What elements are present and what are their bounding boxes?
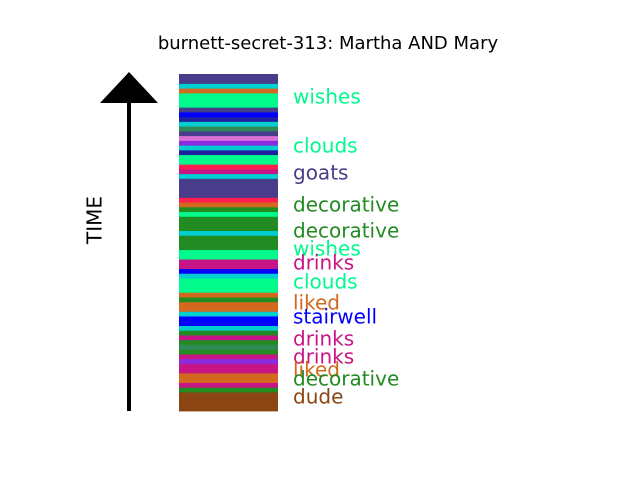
timeline-label-5: wishes <box>293 237 361 261</box>
strip-segment-39 <box>179 221 278 227</box>
strip-segment-46 <box>179 187 278 194</box>
strip-segment-42 <box>179 206 278 213</box>
strip-segment-26 <box>179 282 278 288</box>
timeline-label-11: drinks <box>293 345 354 369</box>
strip-segment-3 <box>179 392 278 398</box>
strip-segment-21 <box>179 306 278 312</box>
strip-segment-4 <box>179 387 278 393</box>
strip-segment-57 <box>179 135 278 141</box>
strip-segment-65 <box>179 97 278 103</box>
strip-segment-51 <box>179 164 278 170</box>
timeline-labels: wishescloudsgoatsdecorativedecorativewis… <box>293 85 399 409</box>
strip-segment-49 <box>179 173 278 179</box>
strip-segment-5 <box>179 382 278 388</box>
strip-segment-50 <box>179 168 278 175</box>
timeline-label-12: liked <box>293 358 340 382</box>
strip-segment-30 <box>179 263 278 270</box>
timeline-strip <box>179 74 278 412</box>
strip-segment-48 <box>179 178 278 184</box>
strip-segment-63 <box>179 107 278 113</box>
strip-segment-64 <box>179 102 278 108</box>
strip-segment-19 <box>179 316 278 322</box>
strip-segment-37 <box>179 230 278 236</box>
strip-segment-34 <box>179 244 278 251</box>
strip-segment-69 <box>179 78 278 84</box>
timeline-label-4: decorative <box>293 219 399 243</box>
strip-segment-55 <box>179 145 278 151</box>
strip-segment-61 <box>179 116 278 122</box>
strip-segment-31 <box>179 259 278 265</box>
strip-segment-9 <box>179 363 278 369</box>
timeline-label-1: clouds <box>293 134 358 158</box>
chart-title: burnett-secret-313: Martha AND Mary <box>158 33 499 54</box>
strip-segment-32 <box>179 254 278 260</box>
strip-segment-58 <box>179 130 278 137</box>
strip-segment-67 <box>179 88 278 94</box>
strip-segment-18 <box>179 320 278 326</box>
strip-segment-1 <box>179 401 278 407</box>
timeline-label-9: stairwell <box>293 305 377 329</box>
strip-segment-41 <box>179 211 278 217</box>
strip-segment-15 <box>179 335 278 341</box>
strip-segment-14 <box>179 339 278 345</box>
strip-segment-33 <box>179 249 278 255</box>
strip-segment-8 <box>179 368 278 374</box>
time-axis-label: TIME <box>83 196 107 245</box>
strip-segment-0 <box>179 406 278 412</box>
strip-segment-45 <box>179 192 278 198</box>
strip-segment-66 <box>179 92 278 99</box>
strip-segment-11 <box>179 354 278 360</box>
strip-segment-70 <box>179 74 278 80</box>
strip-segment-36 <box>179 235 278 241</box>
timeline-label-13: decorative <box>293 367 399 391</box>
timeline-label-14: dude <box>293 385 343 409</box>
timeline-label-0: wishes <box>293 85 361 109</box>
strip-segment-43 <box>179 202 278 208</box>
strip-segment-12 <box>179 349 278 355</box>
strip-segment-27 <box>179 278 278 284</box>
strip-segment-29 <box>179 268 278 274</box>
timeline-label-2: goats <box>293 161 348 185</box>
strip-segment-38 <box>179 225 278 232</box>
strip-segment-54 <box>179 149 278 156</box>
timeline-label-7: clouds <box>293 270 358 294</box>
strip-segment-28 <box>179 273 278 279</box>
strip-segment-22 <box>179 301 278 307</box>
time-axis: TIME <box>83 72 158 411</box>
timeline-label-10: drinks <box>293 327 354 351</box>
strip-segment-6 <box>179 377 278 383</box>
time-arrow-head-icon <box>100 72 158 103</box>
strip-segment-10 <box>179 358 278 364</box>
strip-segment-40 <box>179 216 278 222</box>
strip-segment-16 <box>179 330 278 336</box>
strip-segment-53 <box>179 154 278 160</box>
timeline-label-6: drinks <box>293 251 354 275</box>
strip-segment-7 <box>179 373 278 379</box>
strip-segment-68 <box>179 83 278 89</box>
strip-segment-24 <box>179 292 278 298</box>
strip-segment-13 <box>179 344 278 350</box>
strip-segment-44 <box>179 197 278 203</box>
strip-segment-62 <box>179 111 278 118</box>
strip-segment-17 <box>179 325 278 331</box>
strip-segment-60 <box>179 121 278 127</box>
strip-segment-23 <box>179 297 278 303</box>
strip-segment-2 <box>179 396 278 402</box>
strip-segment-35 <box>179 240 278 246</box>
strip-segment-59 <box>179 126 278 132</box>
strip-segment-56 <box>179 140 278 146</box>
strip-segment-20 <box>179 311 278 317</box>
timeline-label-3: decorative <box>293 193 399 217</box>
timeline-label-8: liked <box>293 291 340 315</box>
strip-segment-47 <box>179 183 278 189</box>
strip-segment-25 <box>179 287 278 293</box>
strip-segment-52 <box>179 159 278 165</box>
